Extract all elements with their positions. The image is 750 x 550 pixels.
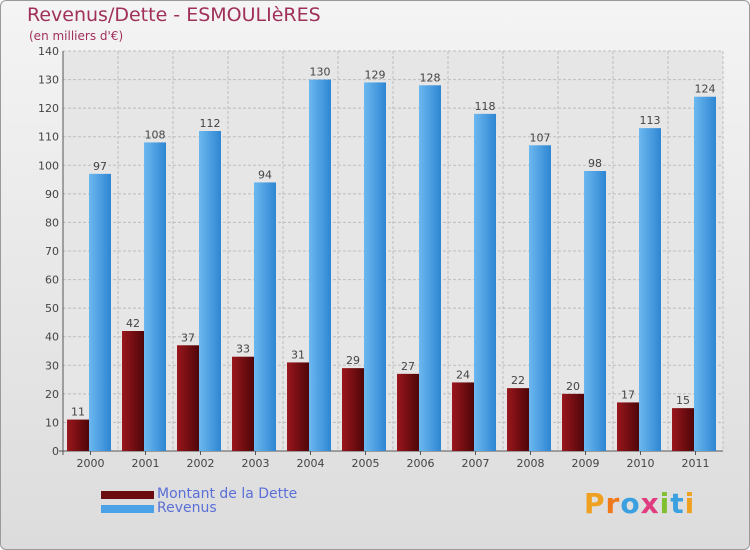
- y-tick-label: 0: [52, 445, 59, 458]
- debt-value-label: 31: [291, 348, 305, 361]
- debt-value-label: 17: [621, 388, 635, 401]
- revenue-bar: [144, 142, 166, 451]
- debt-value-label: 37: [181, 331, 195, 344]
- revenue-value-label: 129: [365, 68, 386, 81]
- y-tick-label: 80: [45, 216, 59, 229]
- x-tick-label: 2007: [462, 457, 490, 470]
- y-tick-label: 30: [45, 359, 59, 372]
- debt-bar: [342, 368, 364, 451]
- legend-swatch-revenue: [101, 505, 154, 513]
- debt-bar: [122, 331, 144, 451]
- x-tick-label: 2008: [517, 457, 545, 470]
- y-tick-label: 140: [38, 45, 59, 58]
- logo-letter: r: [605, 487, 621, 520]
- revenue-value-label: 130: [310, 66, 331, 79]
- debt-bar: [232, 356, 254, 451]
- logo-letter: o: [620, 487, 641, 520]
- revenue-value-label: 98: [588, 157, 602, 170]
- debt-value-label: 20: [566, 380, 580, 393]
- debt-value-label: 11: [71, 406, 85, 419]
- x-tick-label: 2005: [352, 457, 380, 470]
- y-tick-label: 10: [45, 416, 59, 429]
- x-tick-label: 2002: [187, 457, 215, 470]
- revenue-bar: [419, 85, 441, 452]
- logo-letter: P: [584, 487, 606, 520]
- revenue-bar: [309, 79, 331, 452]
- grid-layer: [59, 50, 724, 455]
- debt-bar: [287, 362, 309, 451]
- revenue-value-label: 94: [258, 168, 272, 181]
- x-tick-label: 2000: [77, 457, 105, 470]
- revenue-value-label: 118: [475, 100, 496, 113]
- revenue-value-label: 97: [93, 160, 107, 173]
- debt-bar: [67, 419, 89, 451]
- x-tick-label: 2006: [407, 457, 435, 470]
- revenue-value-label: 107: [530, 131, 551, 144]
- debt-bar: [617, 402, 639, 451]
- revenue-bar: [639, 128, 661, 451]
- revenue-value-label: 124: [695, 83, 716, 96]
- x-tick-label: 2009: [572, 457, 600, 470]
- x-tick-label: 2003: [242, 457, 270, 470]
- y-tick-label: 100: [38, 159, 59, 172]
- y-tick-label: 40: [45, 331, 59, 344]
- legend-label-revenue: Revenus: [157, 500, 217, 516]
- debt-value-label: 42: [126, 317, 140, 330]
- debt-bar: [562, 393, 584, 451]
- debt-value-label: 24: [456, 368, 470, 381]
- revenue-bar: [584, 171, 606, 451]
- labels-layer: 0 10 20 30 40 50 60 70 80 90 100 110 120 130 140 11 97 20…: [38, 45, 716, 470]
- x-tick-label: 2010: [627, 457, 655, 470]
- proxiti-logo: Proxiti: [584, 487, 695, 520]
- logo-letter: i: [684, 487, 696, 520]
- logo-letter: i: [659, 487, 671, 520]
- x-tick-label: 2011: [682, 457, 710, 470]
- debt-bar: [507, 388, 529, 451]
- y-tick-label: 50: [45, 302, 59, 315]
- debt-bar: [672, 408, 694, 451]
- legend-label-debt: Montant de la Dette: [157, 486, 298, 502]
- y-tick-label: 90: [45, 188, 59, 201]
- revenue-bar: [474, 113, 496, 451]
- y-tick-label: 110: [38, 131, 59, 144]
- y-tick-label: 70: [45, 245, 59, 258]
- logo-letter: t: [670, 487, 685, 520]
- revenue-bar: [694, 96, 716, 451]
- debt-value-label: 33: [236, 343, 250, 356]
- bars-layer: [67, 79, 716, 452]
- debt-bar: [397, 373, 419, 451]
- chart-title: Revenus/Dette - ESMOULIèRES: [27, 4, 321, 26]
- revenue-value-label: 128: [420, 71, 441, 84]
- x-tick-label: 2004: [297, 457, 325, 470]
- debt-bar: [452, 382, 474, 451]
- debt-value-label: 22: [511, 374, 525, 387]
- revenue-value-label: 108: [145, 128, 166, 141]
- revenue-value-label: 112: [200, 117, 221, 130]
- debt-value-label: 27: [401, 360, 415, 373]
- revenue-value-label: 113: [640, 114, 661, 127]
- y-tick-label: 20: [45, 388, 59, 401]
- chart-subtitle: (en milliers d'€): [29, 29, 124, 43]
- y-tick-label: 130: [38, 74, 59, 87]
- logo-letter: x: [640, 487, 660, 520]
- legend-swatch-debt: [101, 491, 154, 499]
- revenue-bar: [89, 173, 111, 451]
- x-tick-label: 2001: [132, 457, 160, 470]
- y-tick-label: 60: [45, 274, 59, 287]
- revenue-bar: [254, 182, 276, 451]
- revenue-bar: [529, 145, 551, 452]
- debt-bar: [177, 345, 199, 451]
- debt-value-label: 29: [346, 354, 360, 367]
- revenue-bar: [199, 131, 221, 451]
- debt-value-label: 15: [676, 394, 690, 407]
- revenue-bar: [364, 82, 386, 451]
- y-tick-label: 120: [38, 102, 59, 115]
